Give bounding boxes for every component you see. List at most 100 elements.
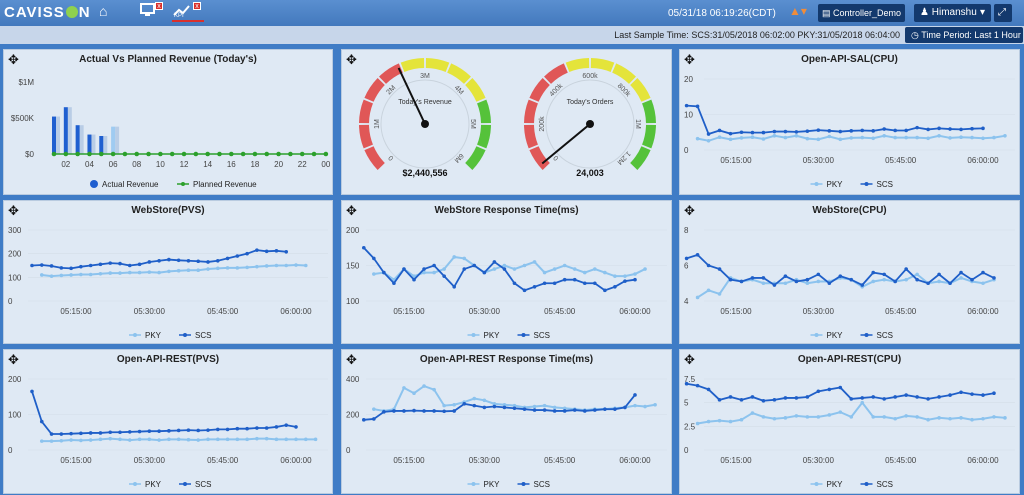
pky-data-point[interactable] <box>717 418 722 423</box>
legend-scs-label[interactable]: SCS <box>195 480 211 489</box>
pky-data-point[interactable] <box>849 415 854 419</box>
scs-data-point[interactable] <box>542 281 547 286</box>
scs-data-point[interactable] <box>512 281 517 286</box>
scs-data-point[interactable] <box>633 277 637 282</box>
scs-data-point[interactable] <box>816 128 821 132</box>
planned-revenue-point[interactable] <box>146 151 151 157</box>
pky-data-point[interactable] <box>59 273 64 278</box>
legend-scs-label[interactable]: SCS <box>534 331 550 340</box>
planned-revenue-point[interactable] <box>98 151 104 157</box>
pky-data-point[interactable] <box>871 136 876 141</box>
scs-data-point[interactable] <box>167 257 171 262</box>
pky-data-point[interactable] <box>245 437 249 442</box>
pky-data-point[interactable] <box>274 437 279 442</box>
scs-data-point[interactable] <box>603 407 607 411</box>
scs-data-point[interactable] <box>893 279 897 284</box>
pky-data-point[interactable] <box>79 438 83 443</box>
legend-scs-label[interactable]: SCS <box>877 331 893 340</box>
pky-data-point[interactable] <box>552 405 557 410</box>
planned-revenue-point[interactable] <box>193 151 199 157</box>
scs-data-point[interactable] <box>904 128 908 133</box>
pky-data-point[interactable] <box>452 402 456 407</box>
scs-data-point[interactable] <box>684 381 689 386</box>
scs-data-point[interactable] <box>79 264 83 269</box>
pky-data-point[interactable] <box>412 391 416 395</box>
pky-data-point[interactable] <box>783 416 788 420</box>
scs-data-point[interactable] <box>532 408 537 412</box>
actual-revenue-bar[interactable] <box>63 107 68 154</box>
pky-data-point[interactable] <box>761 137 766 141</box>
scs-data-point[interactable] <box>633 393 637 397</box>
scs-data-point[interactable] <box>206 260 210 264</box>
scs-data-point[interactable] <box>176 258 181 263</box>
pky-data-point[interactable] <box>294 437 298 442</box>
controller-button[interactable]: ▤ Controller_Demo <box>818 4 906 22</box>
scs-data-point[interactable] <box>39 263 44 267</box>
pky-data-point[interactable] <box>462 256 467 261</box>
scs-data-point[interactable] <box>442 274 446 278</box>
scs-data-point[interactable] <box>502 405 507 410</box>
scs-data-point[interactable] <box>137 429 142 434</box>
pky-data-point[interactable] <box>805 415 810 419</box>
pky-data-point[interactable] <box>157 438 161 442</box>
pky-data-point[interactable] <box>127 438 132 442</box>
scs-data-point[interactable] <box>849 397 854 401</box>
pky-data-point[interactable] <box>512 403 517 408</box>
scs-data-point[interactable] <box>706 132 711 136</box>
pky-data-point[interactable] <box>1003 416 1007 420</box>
scs-data-point[interactable] <box>532 285 537 289</box>
pky-data-point[interactable] <box>926 417 930 422</box>
pky-data-point[interactable] <box>750 135 755 140</box>
scs-data-point[interactable] <box>30 389 34 394</box>
move-handle-icon[interactable]: ✥ <box>8 352 19 367</box>
pky-data-point[interactable] <box>472 396 477 401</box>
scs-data-point[interactable] <box>382 270 386 275</box>
pky-data-point[interactable] <box>147 270 152 274</box>
scs-data-point[interactable] <box>362 418 366 422</box>
scs-data-point[interactable] <box>593 281 597 286</box>
scs-data-point[interactable] <box>225 427 230 432</box>
scs-data-point[interactable] <box>695 383 700 388</box>
pky-data-point[interactable] <box>482 398 487 403</box>
alert-icon[interactable]: ▲▾ <box>789 4 807 18</box>
scs-data-point[interactable] <box>816 389 821 394</box>
scs-data-point[interactable] <box>402 409 406 413</box>
pky-data-point[interactable] <box>225 437 230 442</box>
scs-data-point[interactable] <box>49 432 54 436</box>
pky-data-point[interactable] <box>717 292 722 296</box>
pky-data-point[interactable] <box>981 281 985 286</box>
pky-data-point[interactable] <box>108 271 113 275</box>
pky-data-point[interactable] <box>59 438 64 443</box>
pky-data-point[interactable] <box>167 437 171 442</box>
pky-data-point[interactable] <box>492 402 497 406</box>
legend-planned-label[interactable]: Planned Revenue <box>193 180 257 189</box>
scs-data-point[interactable] <box>926 127 930 132</box>
pky-data-point[interactable] <box>643 404 647 409</box>
scs-data-point[interactable] <box>794 130 799 134</box>
pky-data-point[interactable] <box>98 271 103 276</box>
scs-data-point[interactable] <box>422 409 426 413</box>
scs-data-point[interactable] <box>783 274 788 278</box>
expand-button[interactable]: ⤢ <box>994 4 1012 22</box>
pky-data-point[interactable] <box>108 436 113 441</box>
pky-data-point[interactable] <box>49 439 54 443</box>
scs-data-point[interactable] <box>603 288 607 293</box>
pky-data-point[interactable] <box>838 410 843 414</box>
pky-data-point[interactable] <box>49 274 54 278</box>
scs-data-point[interactable] <box>937 272 941 277</box>
pky-data-point[interactable] <box>695 421 700 426</box>
scs-data-point[interactable] <box>739 398 744 402</box>
planned-revenue-point[interactable] <box>158 151 163 157</box>
pky-data-point[interactable] <box>196 438 201 442</box>
cavisson-logo[interactable]: CAVISS N <box>4 4 91 21</box>
scs-data-point[interactable] <box>849 129 854 133</box>
scs-data-point[interactable] <box>492 260 497 264</box>
scs-data-point[interactable] <box>623 405 627 410</box>
scs-data-point[interactable] <box>684 103 689 108</box>
move-handle-icon[interactable]: ✥ <box>346 52 357 67</box>
scs-data-point[interactable] <box>915 277 919 282</box>
pky-data-point[interactable] <box>452 255 456 259</box>
scs-data-point[interactable] <box>613 407 617 411</box>
pky-data-point[interactable] <box>937 279 941 284</box>
scs-data-point[interactable] <box>926 397 930 401</box>
